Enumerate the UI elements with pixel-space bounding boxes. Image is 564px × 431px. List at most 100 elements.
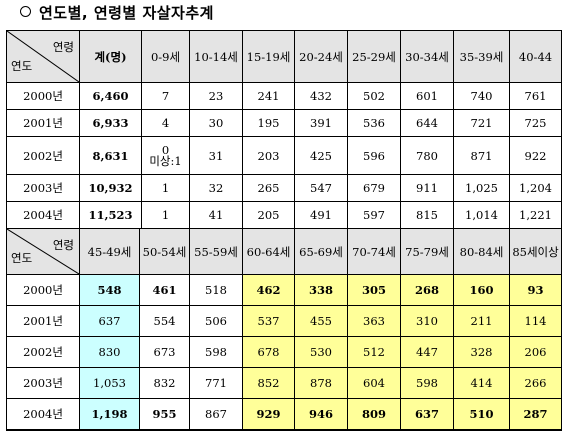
- table-cell: 425: [294, 136, 348, 175]
- row-header-year: 2002년: [6, 136, 80, 175]
- table-cell: 1,053: [79, 367, 140, 399]
- table-cell: 955: [139, 398, 190, 431]
- total-cell: 11,523: [79, 201, 142, 230]
- table-header-row: 연령 연도 45-49세 50-54세 55-59세 60-64세 65-69세…: [6, 228, 562, 275]
- table-row: 2000년 548 461 518 462 338 305 268 160 93: [6, 274, 562, 306]
- table-cell: 644: [400, 109, 454, 137]
- suicide-table-age-45-plus: 연령 연도 45-49세 50-54세 55-59세 60-64세 65-69세…: [6, 228, 562, 431]
- total-cell: 8,631: [79, 136, 142, 175]
- corner-label-year: 연도: [11, 251, 33, 265]
- table-cell: 328: [453, 336, 510, 368]
- table-cell: 32: [189, 174, 243, 202]
- column-header: 50-54세: [139, 228, 190, 275]
- table-row: 2004년 1,198 955 867 929 946 809 637 510 287: [6, 398, 562, 431]
- table-header-row: 연령 연도 계(명) 0-9세 10-14세 15-19세 20-24세 25-…: [6, 30, 562, 83]
- row-header-year: 2004년: [6, 201, 80, 230]
- table-cell: 391: [294, 109, 348, 137]
- column-header: 75-79세: [400, 228, 454, 275]
- table-cell-with-note: 0 미상:1: [141, 136, 190, 175]
- table-cell: 1,221: [509, 201, 562, 230]
- suicide-table-age-0-44: 연령 연도 계(명) 0-9세 10-14세 15-19세 20-24세 25-…: [6, 30, 562, 230]
- table-cell: 1: [141, 174, 190, 202]
- table-cell: 761: [509, 82, 562, 110]
- table-cell: 871: [453, 136, 510, 175]
- table-cell: 310: [400, 305, 454, 337]
- table-cell: 598: [400, 367, 454, 399]
- table-cell: 1,198: [79, 398, 140, 431]
- row-header-year: 2001년: [6, 305, 80, 337]
- table-cell: 771: [189, 367, 243, 399]
- row-header-year: 2000년: [6, 82, 80, 110]
- table-row: 2003년 10,932 1 32 265 547 679 911 1,025 1,204: [6, 174, 562, 202]
- page-title-text: 연도별, 연령별 자살자추계: [39, 4, 214, 22]
- column-header: 65-69세: [294, 228, 348, 275]
- row-header-year: 2004년: [6, 398, 80, 431]
- table-cell: 206: [509, 336, 562, 368]
- cell-note: 미상:1: [149, 153, 182, 168]
- table-cell: 7: [141, 82, 190, 110]
- table-cell: 815: [400, 201, 454, 230]
- column-header: 45-49세: [79, 228, 140, 275]
- cell-value: 0: [161, 142, 170, 157]
- table-cell: 554: [139, 305, 190, 337]
- table-cell: 809: [347, 398, 401, 431]
- table-row: 2002년 8,631 0 미상:1 31 203 425 596 780 871 922: [6, 136, 562, 175]
- table-cell: 929: [242, 398, 295, 431]
- table-cell: 211: [453, 305, 510, 337]
- table-cell: 461: [139, 274, 190, 306]
- table-cell: 530: [294, 336, 348, 368]
- diagonal-line: [7, 229, 79, 274]
- corner-label-year: 연도: [11, 59, 33, 73]
- table-cell: 160: [453, 274, 510, 306]
- table-cell: 518: [189, 274, 243, 306]
- table-cell: 536: [347, 109, 401, 137]
- column-header: 55-59세: [189, 228, 243, 275]
- table-cell: 338: [294, 274, 348, 306]
- table-cell: 830: [79, 336, 140, 368]
- table-cell: 241: [242, 82, 295, 110]
- column-header: 0-9세: [141, 30, 190, 83]
- corner-header-cell: 연령 연도: [6, 228, 80, 275]
- table-cell: 1,014: [453, 201, 510, 230]
- table-cell: 506: [189, 305, 243, 337]
- column-header: 20-24세: [294, 30, 348, 83]
- bullet-circle-icon: [20, 6, 31, 17]
- table-cell: 867: [189, 398, 243, 431]
- diagonal-line: [7, 31, 79, 82]
- table-cell: 679: [347, 174, 401, 202]
- table-cell: 601: [400, 82, 454, 110]
- corner-label-age: 연령: [52, 238, 74, 252]
- table-cell: 922: [509, 136, 562, 175]
- table-cell: 597: [347, 201, 401, 230]
- table-cell: 205: [242, 201, 295, 230]
- row-header-year: 2002년: [6, 336, 80, 368]
- table-cell: 598: [189, 336, 243, 368]
- table-cell: 462: [242, 274, 295, 306]
- table-cell: 1: [141, 201, 190, 230]
- table-cell: 852: [242, 367, 295, 399]
- column-header: 80-84세: [453, 228, 510, 275]
- total-cell: 10,932: [79, 174, 142, 202]
- table-cell: 911: [400, 174, 454, 202]
- corner-header-cell: 연령 연도: [6, 30, 80, 83]
- table-cell: 4: [141, 109, 190, 137]
- table-cell: 203: [242, 136, 295, 175]
- table-row: 2000년 6,460 7 23 241 432 502 601 740 761: [6, 82, 562, 110]
- table-row: 2003년 1,053 832 771 852 878 604 598 414 266: [6, 367, 562, 399]
- table-cell: 512: [347, 336, 401, 368]
- table-cell: 878: [294, 367, 348, 399]
- column-header: 30-34세: [400, 30, 454, 83]
- table-cell: 268: [400, 274, 454, 306]
- table-cell: 447: [400, 336, 454, 368]
- table-cell: 265: [242, 174, 295, 202]
- table-cell: 195: [242, 109, 295, 137]
- column-header: 15-19세: [242, 30, 295, 83]
- table-cell: 93: [509, 274, 562, 306]
- table-cell: 30: [189, 109, 243, 137]
- table-cell: 1,025: [453, 174, 510, 202]
- table-cell: 502: [347, 82, 401, 110]
- table-row: 2002년 830 673 598 678 530 512 447 328 206: [6, 336, 562, 368]
- table-cell: 548: [79, 274, 140, 306]
- column-header: 25-29세: [347, 30, 401, 83]
- column-header: 35-39세: [453, 30, 510, 83]
